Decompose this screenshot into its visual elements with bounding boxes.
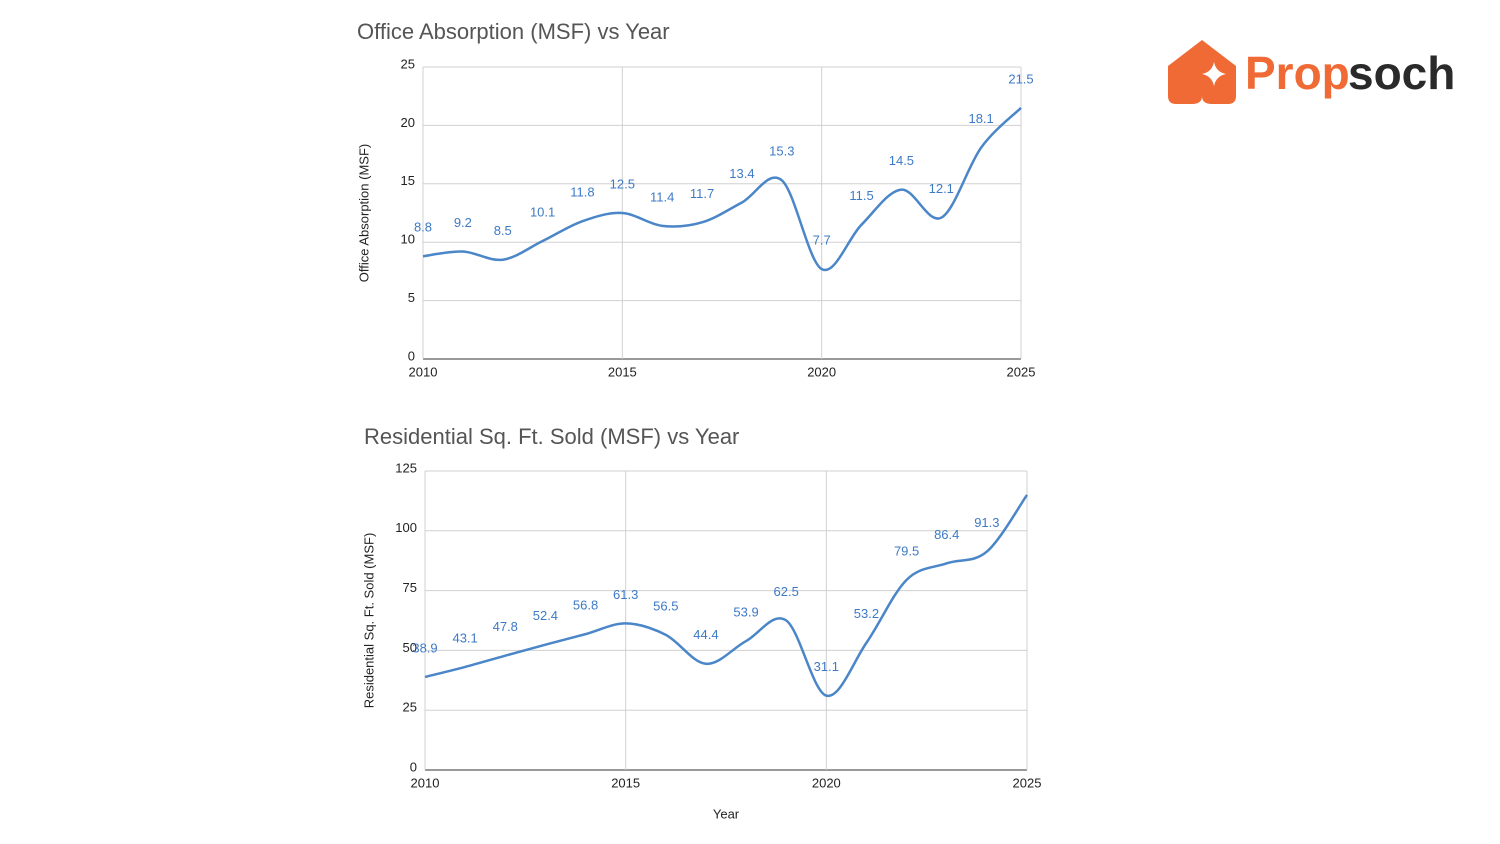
y-tick-label: 10 (401, 232, 415, 247)
data-label: 8.8 (414, 220, 432, 235)
y-tick-label: 0 (408, 348, 415, 363)
logo-text: Prop (1245, 47, 1350, 99)
logo-star (1202, 62, 1226, 86)
x-tick-label: 2010 (409, 364, 438, 379)
data-label: 18.1 (968, 111, 993, 126)
data-label: 21.5 (1008, 71, 1033, 86)
x-tick-label: 2025 (1007, 364, 1036, 379)
x-tick-label: 2025 (1013, 775, 1042, 790)
data-label: 86.4 (934, 527, 959, 542)
y-tick-label: 20 (401, 115, 415, 130)
y-tick-label: 25 (403, 700, 417, 715)
data-label: 12.1 (929, 181, 954, 196)
data-label: 56.8 (573, 598, 598, 613)
x-tick-label: 2020 (807, 364, 836, 379)
data-label: 61.3 (613, 587, 638, 602)
data-label: 43.1 (452, 630, 477, 645)
data-label: 11.5 (849, 188, 873, 203)
chart-title: Residential Sq. Ft. Sold (MSF) vs Year (364, 424, 739, 449)
data-label: 53.9 (733, 605, 758, 620)
y-axis-label: Office Absorption (MSF) (356, 144, 371, 282)
y-tick-label: 25 (401, 56, 415, 71)
data-label: 12.5 (610, 176, 635, 191)
data-label: 11.8 (570, 185, 594, 200)
y-tick-label: 5 (408, 290, 415, 305)
line (422, 106, 1022, 272)
y-tick-label: 50 (403, 640, 417, 655)
y-tick-label: 0 (410, 759, 417, 774)
logo-icon (1168, 40, 1236, 104)
data-label: 10.1 (530, 204, 555, 219)
data-label: 79.5 (894, 543, 919, 558)
data-label: 38.9 (412, 640, 437, 655)
data-label: 15.3 (769, 144, 794, 159)
data-label: 44.4 (693, 627, 718, 642)
data-label: 13.4 (729, 166, 754, 181)
data-label: 53.2 (854, 606, 879, 621)
data-label: 62.5 (774, 584, 799, 599)
logo-text: soch (1348, 47, 1455, 99)
x-tick-label: 2015 (608, 364, 637, 379)
x-tick-label: 2020 (812, 775, 841, 790)
chart: Residential Sq. Ft. Sold (MSF) vs Year Re… (361, 424, 1041, 822)
data-label: 9.2 (454, 215, 472, 230)
x-tick-label: 2015 (611, 775, 640, 790)
data-label: 8.5 (494, 223, 512, 238)
data-label: 14.5 (889, 153, 914, 168)
data-label: 31.1 (814, 659, 839, 674)
y-tick-label: 15 (401, 173, 415, 188)
chart-title: Office Absorption (MSF) vs Year (357, 19, 670, 44)
data-label: 47.8 (493, 619, 518, 634)
y-tick-label: 125 (395, 460, 417, 475)
y-axis-label: Residential Sq. Ft. Sold (MSF) (361, 533, 376, 709)
y-tick-label: 75 (403, 580, 417, 595)
data-label: 7.7 (813, 233, 831, 248)
data-label: 52.4 (533, 608, 558, 623)
x-axis-label: Year (713, 806, 740, 821)
data-label: 11.7 (690, 186, 714, 201)
chart: Office Absorption (MSF) vs Year Office Ab… (356, 19, 1035, 380)
y-tick-label: 100 (395, 520, 417, 535)
data-label: 91.3 (974, 515, 999, 530)
data-label: 56.5 (653, 598, 678, 613)
line (424, 494, 1029, 697)
data-label: 11.4 (650, 189, 674, 204)
x-tick-label: 2010 (411, 775, 440, 790)
logo: Prop soch (1168, 40, 1455, 104)
